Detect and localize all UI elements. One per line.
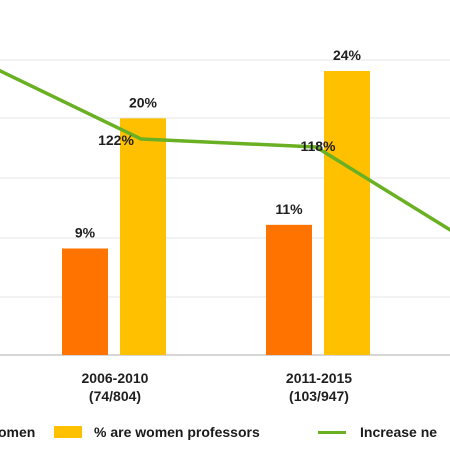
bar-label-women-0: 9%	[75, 225, 96, 241]
legend-label-women: omen	[0, 424, 36, 440]
legend-swatch-women-professors	[54, 426, 82, 438]
category-label-1-1: (103/947)	[289, 388, 349, 404]
legend-label-increase: Increase ne	[360, 424, 438, 440]
bar-women-1	[266, 224, 312, 355]
legend-item-women: omen	[0, 421, 35, 443]
legend-swatch-increase	[318, 431, 346, 434]
chart-legend: omen % are women professors Increase ne	[0, 421, 450, 443]
line-label-1: 118%	[300, 138, 336, 154]
category-label-1-0: 2011-2015	[286, 370, 352, 386]
line-label-0: 122%	[98, 132, 134, 148]
bar-label-women-1: 11%	[275, 201, 303, 217]
increase-line	[0, 68, 450, 232]
bar-label-women-professors-1: 24%	[333, 47, 362, 63]
bar-women-0	[62, 248, 108, 355]
bar-women-professors-0	[120, 118, 166, 355]
legend-label-women-professors: % are women professors	[94, 424, 260, 440]
bar-label-women-professors-0: 20%	[129, 94, 158, 110]
category-label-0-1: (74/804)	[89, 388, 141, 404]
bar-women-professors-1	[324, 71, 370, 355]
category-label-0-0: 2006-2010	[82, 370, 149, 386]
